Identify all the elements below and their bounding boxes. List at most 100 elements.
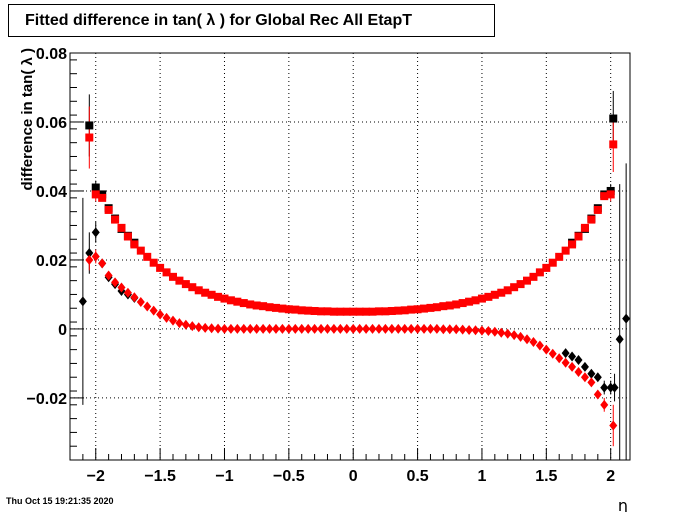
data-point-square <box>600 192 609 201</box>
data-point-square <box>136 246 145 255</box>
data-point-square <box>291 305 300 314</box>
data-point-diamond <box>226 323 235 334</box>
data-point-diamond <box>252 323 261 334</box>
data-point-diamond <box>587 368 596 379</box>
data-point-diamond <box>587 377 596 388</box>
data-point-square <box>329 307 338 316</box>
data-point-square <box>568 240 577 249</box>
data-point-square <box>194 286 203 295</box>
data-point-square <box>400 306 409 315</box>
data-point-diamond <box>246 323 255 334</box>
data-point-square <box>265 303 274 312</box>
data-point-diamond <box>85 254 94 265</box>
data-point-diamond <box>259 323 268 334</box>
data-point-diamond <box>123 287 132 298</box>
data-point-diamond <box>323 323 332 334</box>
data-point-square <box>130 240 139 249</box>
y-tick-label: 0.02 <box>36 253 67 270</box>
data-point-square <box>516 280 525 289</box>
data-point-diamond <box>432 323 441 334</box>
data-point-diamond <box>317 323 326 334</box>
data-point-square <box>426 303 435 312</box>
x-axis-label: η <box>618 496 628 512</box>
data-point-square <box>439 302 448 311</box>
x-tick-label: −1.5 <box>144 468 176 485</box>
data-point-diamond <box>413 323 422 334</box>
data-point-diamond <box>297 323 306 334</box>
data-point-square <box>143 252 152 261</box>
data-point-square <box>239 299 248 308</box>
data-point-diamond <box>91 227 100 238</box>
data-point-diamond <box>574 367 583 378</box>
data-point-diamond <box>452 324 461 335</box>
data-point-diamond <box>78 296 87 307</box>
data-point-diamond <box>304 323 313 334</box>
data-point-square <box>394 306 403 315</box>
data-point-diamond <box>149 305 158 316</box>
data-point-square <box>252 301 261 310</box>
data-point-square <box>413 305 422 314</box>
data-point-diamond <box>497 327 506 338</box>
data-point-square <box>117 223 126 232</box>
data-point-diamond <box>490 326 499 337</box>
data-point-diamond <box>355 323 364 334</box>
chart-title-text: Fitted difference in tan( λ ) for Global… <box>25 11 412 29</box>
data-point-square <box>609 140 618 149</box>
data-point-square <box>445 301 454 310</box>
data-point-square <box>226 296 235 305</box>
x-tick-label: 0.5 <box>406 468 428 485</box>
data-point-square <box>85 121 94 130</box>
data-point-diamond <box>220 323 229 334</box>
data-point-diamond <box>615 334 624 345</box>
data-point-diamond <box>265 323 274 334</box>
data-point-diamond <box>374 323 383 334</box>
data-point-square <box>297 306 306 315</box>
data-point-diamond <box>271 323 280 334</box>
data-markers <box>78 114 631 431</box>
data-point-square <box>336 307 345 316</box>
data-point-square <box>555 252 564 261</box>
data-point-square <box>310 306 319 315</box>
data-point-diamond <box>136 297 145 308</box>
data-point-square <box>561 246 570 255</box>
data-point-diamond <box>593 389 602 400</box>
data-point-diamond <box>336 323 345 334</box>
data-point-square <box>111 215 120 224</box>
x-tick-label: −1 <box>215 468 233 485</box>
data-point-diamond <box>168 315 177 326</box>
timestamp: Thu Oct 15 19:21:35 2020 <box>6 496 114 506</box>
data-point-diamond <box>535 340 544 351</box>
data-point-square <box>220 294 229 303</box>
y-tick-label: 0.04 <box>36 184 67 201</box>
data-point-square <box>355 307 364 316</box>
data-point-diamond <box>477 325 486 336</box>
data-point-square <box>465 297 474 306</box>
data-point-square <box>188 283 197 292</box>
data-point-square <box>342 307 351 316</box>
data-point-diamond <box>610 382 619 393</box>
data-point-square <box>580 223 589 232</box>
data-point-diamond <box>426 323 435 334</box>
data-point-square <box>374 307 383 316</box>
y-tick-label: 0 <box>58 322 67 339</box>
data-point-square <box>246 300 255 309</box>
data-point-diamond <box>188 321 197 332</box>
data-point-diamond <box>516 331 525 342</box>
x-tick-label: 1 <box>478 468 487 485</box>
data-point-diamond <box>239 323 248 334</box>
data-point-diamond <box>104 270 113 281</box>
data-point-diamond <box>484 326 493 337</box>
chart-title: Fitted difference in tan( λ ) for Global… <box>8 4 495 37</box>
data-point-diamond <box>622 313 631 324</box>
data-point-diamond <box>529 337 538 348</box>
data-point-diamond <box>194 322 203 333</box>
data-point-diamond <box>407 323 416 334</box>
data-point-diamond <box>394 323 403 334</box>
data-point-square <box>123 232 132 241</box>
data-point-square <box>523 276 532 285</box>
data-point-square <box>317 307 326 316</box>
data-point-diamond <box>439 324 448 335</box>
data-point-square <box>503 286 512 295</box>
data-point-square <box>548 258 557 267</box>
tick-labels: −2 −1.5 −1 −0.5 0 0.5 1 1.5 2 −0.02 0 0.02 0.04 0.06 0… <box>27 46 616 485</box>
